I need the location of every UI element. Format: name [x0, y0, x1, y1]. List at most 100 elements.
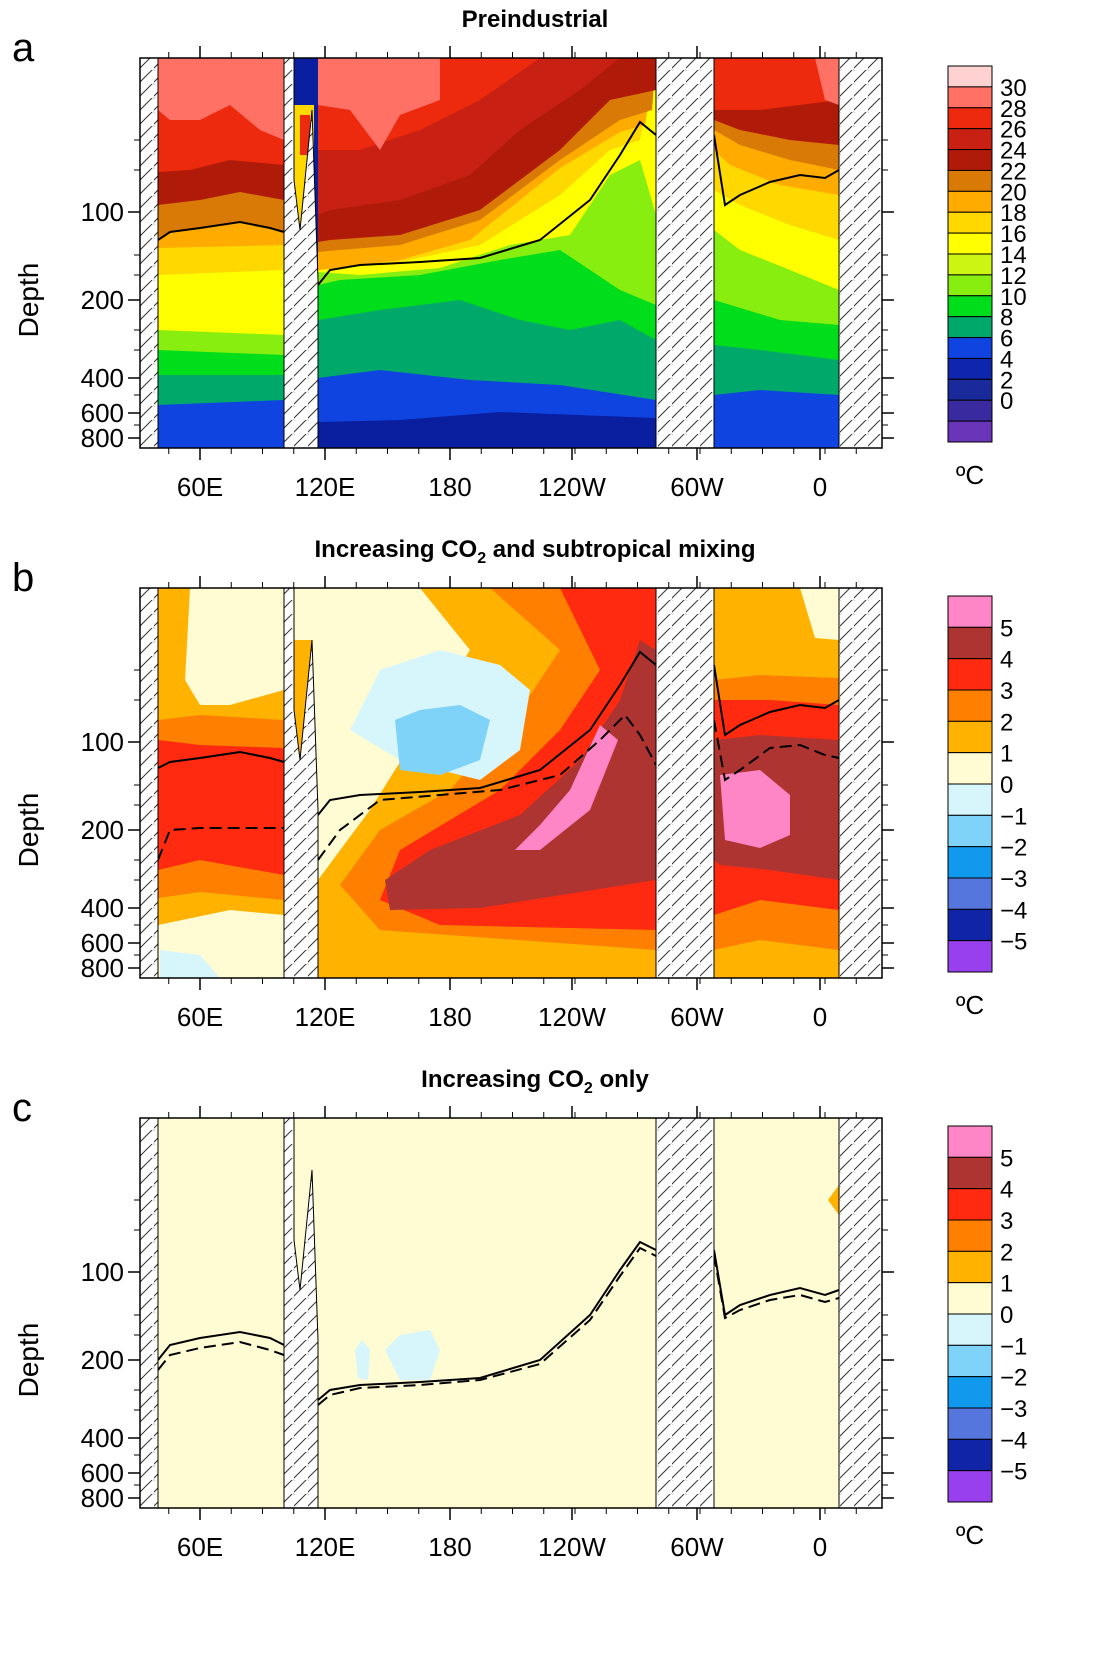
- colorbar-swatch: [947, 253, 993, 276]
- panel-title: Preindustrial: [461, 6, 609, 33]
- thermocline-solid: [713, 664, 840, 737]
- colorbar-label: 5: [1000, 1145, 1013, 1172]
- colorbar-swatch: [947, 65, 993, 88]
- indian-ocean-bands: [158, 58, 284, 448]
- x-tick-label: 60E: [177, 1002, 223, 1032]
- x-tick-label: 120E: [295, 1002, 356, 1032]
- thermocline-solid: [317, 650, 657, 816]
- colorbar-swatch: [947, 357, 993, 380]
- colorbar-label: 28: [1000, 96, 1027, 123]
- atlantic-ocean-bands: [714, 588, 839, 978]
- colorbar-b: 5 4 3 2 1 0 −1 −2 −3 −4 −5: [947, 595, 1027, 973]
- x-tick-label: 120W: [538, 472, 606, 502]
- colorbar-swatch: [947, 337, 993, 359]
- y-tick-label: 800: [81, 1483, 124, 1513]
- thermocline-dashed: [713, 719, 840, 782]
- panel-title: Increasing CO2 only: [421, 1066, 649, 1097]
- colorbar-label: 1: [1000, 1271, 1013, 1298]
- contour-field: [140, 588, 882, 978]
- land-mask: [140, 588, 159, 978]
- thermocline-line: [317, 120, 657, 286]
- colorbar-swatch: [947, 169, 993, 192]
- panel-letter: b: [12, 556, 35, 600]
- colorbar-label: 5: [1000, 615, 1013, 642]
- plot-frame: [139, 1117, 883, 1509]
- colorbar-swatch: [947, 595, 993, 628]
- colorbar-swatch: [947, 295, 993, 318]
- land-mask: [838, 588, 882, 978]
- land-mask: [838, 1118, 882, 1508]
- y-tick-label: 800: [81, 423, 124, 453]
- thermocline-line: [157, 220, 285, 241]
- colorbar-swatch: [947, 86, 993, 109]
- panel-c: c Increasing CO2 only 60E 120E: [0, 1060, 1107, 1605]
- colorbar-label: 8: [1000, 305, 1013, 332]
- colorbar-swatch: [947, 1219, 993, 1252]
- colorbar-swatch: [947, 420, 993, 443]
- colorbar-label: 12: [1000, 263, 1027, 290]
- colorbar-swatch: [947, 720, 993, 754]
- panel-letter: c: [12, 1086, 32, 1130]
- colorbar-label: 0: [1000, 772, 1013, 799]
- colorbar-swatch: [947, 940, 993, 973]
- colorbar-swatch: [947, 658, 993, 691]
- colorbar-swatch: [947, 274, 993, 297]
- colorbar-label: 4: [1000, 647, 1013, 674]
- indian-ocean-bands: [158, 588, 284, 978]
- colorbar-label: −2: [1000, 835, 1027, 862]
- panel-title: Increasing CO2 and subtropical mixing: [314, 536, 756, 567]
- colorbar-swatch: [947, 1313, 993, 1346]
- land-mask: [655, 58, 715, 448]
- colorbar-unit: ºC: [956, 1520, 984, 1550]
- land-mask: [655, 588, 715, 978]
- thermocline-solid: [157, 1330, 285, 1361]
- colorbar-label: 3: [1000, 1208, 1013, 1235]
- colorbar-swatch: [947, 232, 993, 255]
- colorbar-label: −3: [1000, 866, 1027, 893]
- y-tick-label: 600: [81, 1458, 124, 1488]
- colorbar-label: 18: [1000, 200, 1027, 227]
- y-tick-label: 400: [81, 1423, 124, 1453]
- colorbar-swatch: [947, 128, 993, 151]
- plot-frame: [139, 587, 883, 979]
- land-mask: [140, 1118, 159, 1508]
- colorbar-unit: ºC: [956, 460, 984, 490]
- thermocline-solid: [317, 1240, 657, 1401]
- thermocline-dashed: [317, 713, 657, 861]
- colorbar-swatch: [947, 1282, 993, 1315]
- colorbar-swatch: [947, 626, 993, 660]
- colorbar-label: 0: [1000, 388, 1013, 415]
- colorbar-swatch: [947, 378, 993, 401]
- y-tick-label: 100: [81, 197, 124, 227]
- colorbar-label: 2: [1000, 367, 1013, 394]
- land-mask: [838, 58, 882, 448]
- thermocline-dashed: [157, 827, 284, 861]
- contour-patch: [385, 1330, 440, 1380]
- x-tick-label: 120E: [295, 1532, 356, 1562]
- panel-b: b Increasing CO2 and subtropical mixing: [0, 530, 1107, 1075]
- colorbar-swatch: [947, 107, 993, 130]
- panel-a: a Preindustrial: [0, 0, 1107, 545]
- y-tick-label: 200: [81, 1345, 124, 1375]
- colorbar-label: 30: [1000, 75, 1027, 102]
- colorbar-label: 3: [1000, 678, 1013, 705]
- colorbar-label: 14: [1000, 242, 1027, 269]
- y-tick-label: 600: [81, 398, 124, 428]
- contour-field: [140, 58, 882, 448]
- land-mask: [140, 58, 159, 448]
- colorbar-swatch: [947, 1470, 993, 1503]
- colorbar-swatch: [947, 211, 993, 234]
- colorbar-label: 2: [1000, 709, 1013, 736]
- plot-frame: [139, 57, 883, 449]
- y-axis-label: Depth: [13, 793, 44, 868]
- colorbar-label: 1: [1000, 741, 1013, 768]
- x-tick-label: 0: [813, 472, 827, 502]
- colorbar-c: 5 4 3 2 1 0 −1 −2 −3 −4 −5: [947, 1125, 1027, 1503]
- x-tick-label: 0: [813, 1002, 827, 1032]
- colorbar-label: −1: [1000, 803, 1027, 830]
- x-tick-label: 180: [428, 1532, 471, 1562]
